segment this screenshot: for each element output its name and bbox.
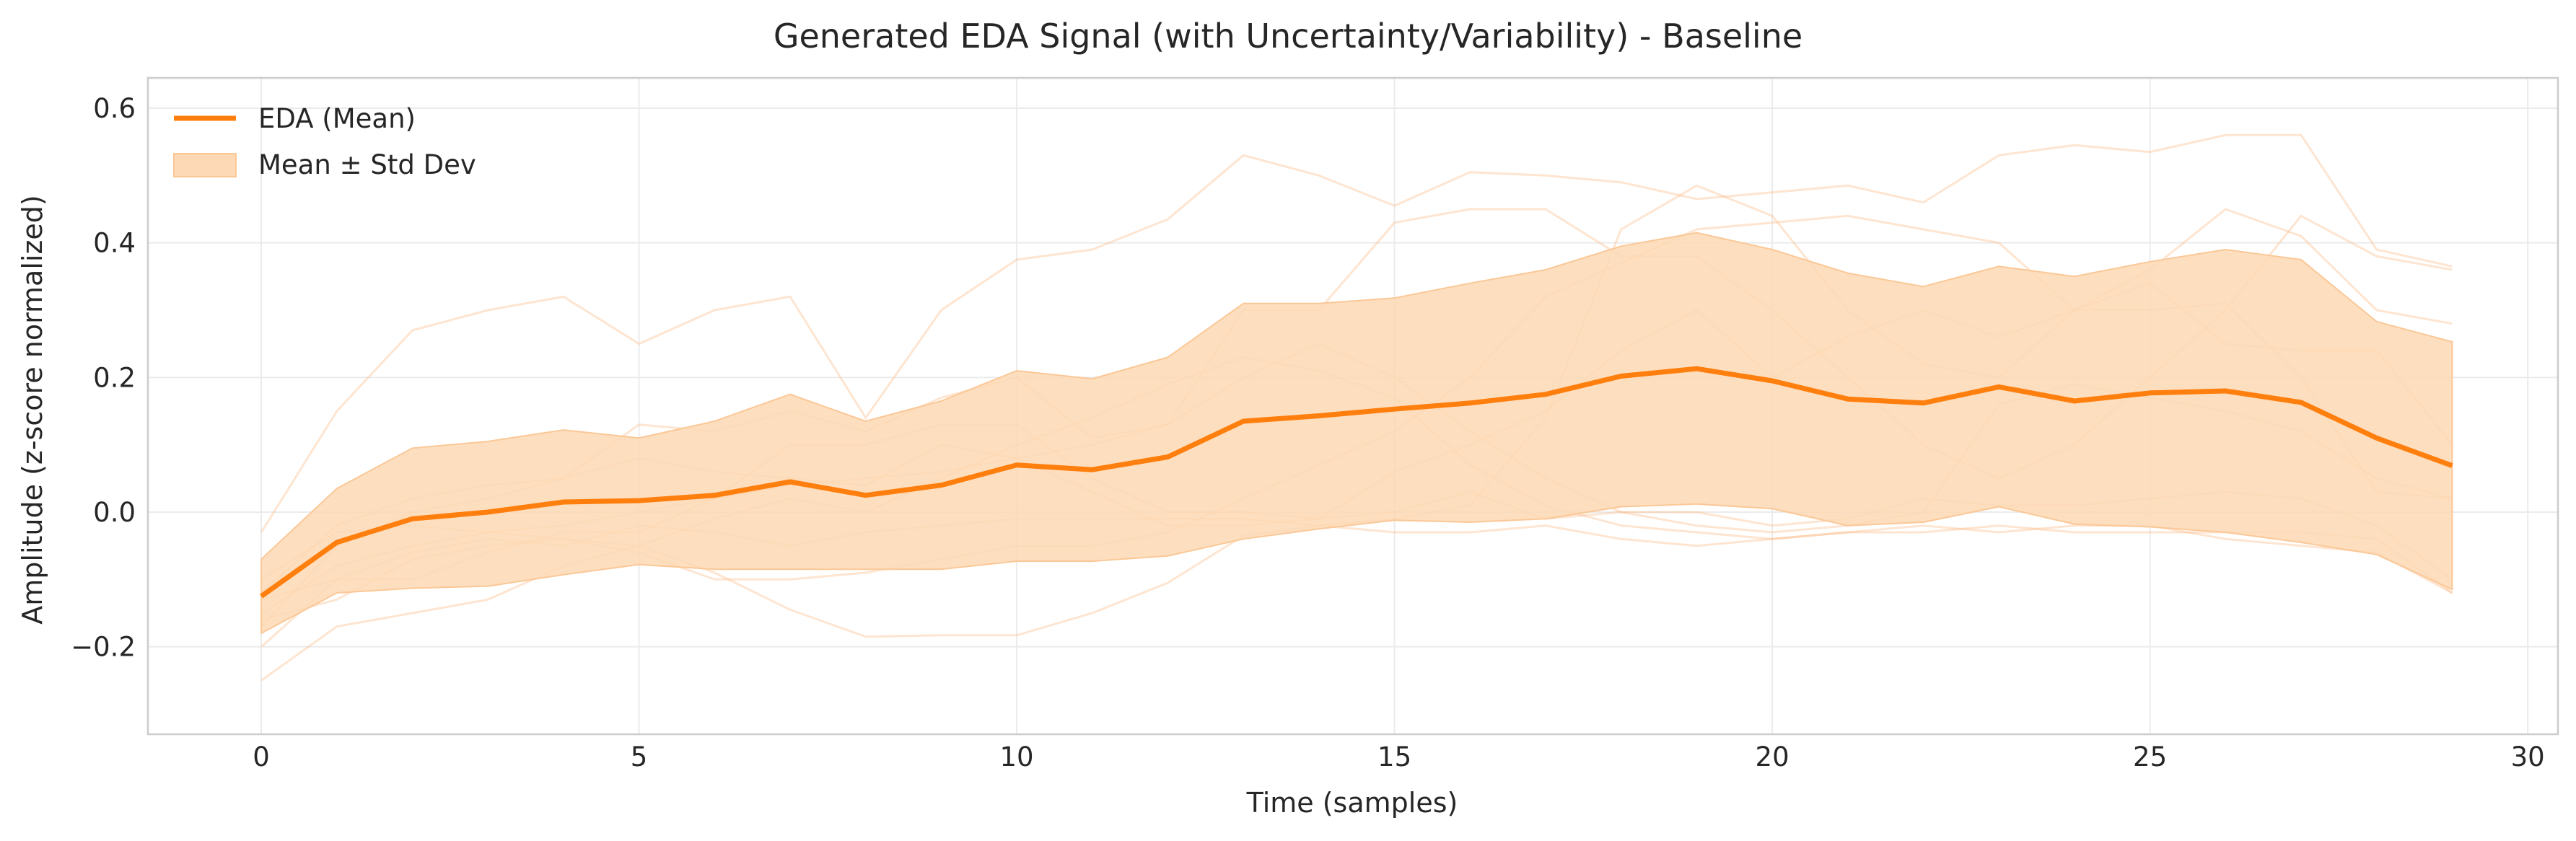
x-tick-label: 20: [1756, 741, 1789, 772]
std-band: [260, 232, 2453, 635]
x-tick-label: 30: [2511, 741, 2545, 772]
chart-title: Generated EDA Signal (with Uncertainty/V…: [774, 17, 1802, 56]
y-tick-label: 0.4: [93, 228, 136, 259]
std-band-area: [260, 232, 2453, 635]
y-tick-label: 0.2: [93, 362, 136, 393]
x-tick-label: 10: [1000, 741, 1034, 772]
y-axis-title: Amplitude (z-score normalized): [17, 195, 48, 624]
x-ticks: 0 5 10 15 20 25 30: [253, 741, 2544, 772]
y-ticks: −0.2 0.0 0.2 0.4 0.6: [71, 93, 136, 663]
y-tick-label: −0.2: [71, 632, 136, 663]
legend-label-mean: EDA (Mean): [258, 103, 416, 134]
x-tick-label: 25: [2133, 741, 2167, 772]
sample-trace-0: [260, 133, 2453, 533]
x-tick-label: 0: [253, 741, 270, 772]
mean-line-path: [260, 366, 2453, 599]
x-tick-label: 5: [631, 741, 648, 772]
legend: EDA (Mean) Mean ± Std Dev: [173, 103, 476, 180]
x-axis-title: Time (samples): [1246, 787, 1458, 819]
mean-line: [260, 366, 2453, 599]
y-tick-label: 0.0: [93, 497, 136, 528]
legend-swatch-band: [173, 153, 237, 177]
x-tick-label: 15: [1377, 741, 1411, 772]
plot-frame: [146, 76, 2559, 736]
legend-label-band: Mean ± Std Dev: [258, 149, 476, 180]
y-tick-label: 0.6: [93, 93, 136, 124]
